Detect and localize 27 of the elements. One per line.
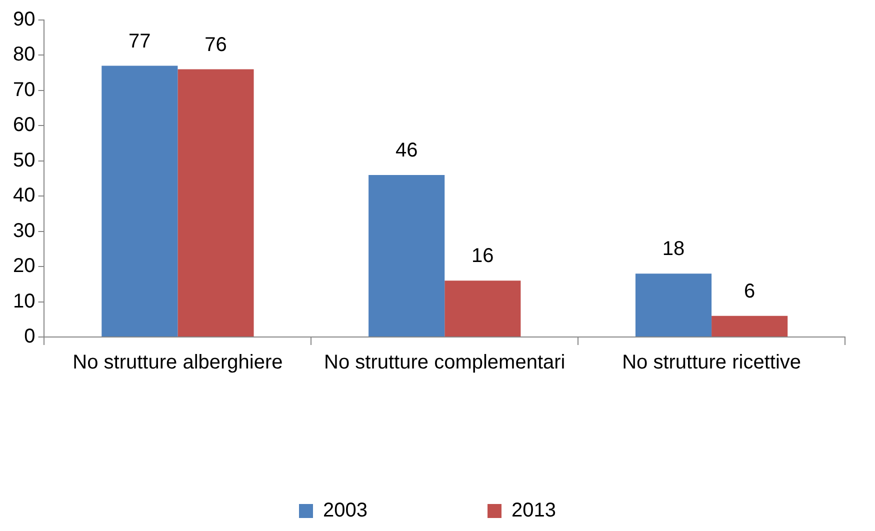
bar <box>178 69 254 336</box>
data-label: 46 <box>395 139 418 162</box>
bar <box>102 66 178 336</box>
y-tick-label: 20 <box>12 255 36 278</box>
bar <box>444 280 521 336</box>
legend-label: 2013 <box>512 500 556 522</box>
y-tick-label: 60 <box>12 114 36 136</box>
y-tick-label: 0 <box>24 326 36 348</box>
data-label: 18 <box>662 238 685 260</box>
x-tick-label: No strutture ricettive <box>622 352 802 374</box>
x-tick-label: No strutture complementari <box>324 352 566 374</box>
data-label: 77 <box>128 30 151 52</box>
y-tick-label: 40 <box>12 184 36 207</box>
bar <box>712 316 788 336</box>
bar <box>635 274 712 336</box>
y-tick-label: 10 <box>12 290 36 312</box>
data-label: 6 <box>744 280 756 302</box>
y-tick-label: 90 <box>12 8 36 31</box>
y-tick-label: 70 <box>12 78 36 101</box>
bar <box>368 174 445 336</box>
data-label: 16 <box>472 245 494 268</box>
y-tick-label: 80 <box>12 44 36 66</box>
x-tick-label: No strutture alberghiere <box>72 352 283 374</box>
y-tick-label: 30 <box>12 220 36 242</box>
legend-label: 2003 <box>323 500 368 522</box>
data-label: 76 <box>204 34 227 56</box>
y-tick-label: 50 <box>12 149 36 172</box>
